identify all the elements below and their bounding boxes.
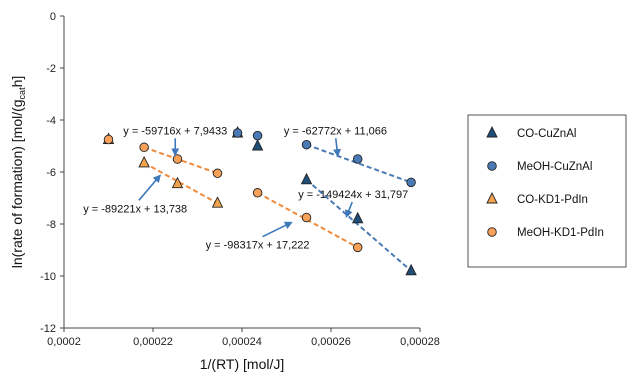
x-axis-title: 1/(RT) [mol/J] xyxy=(200,356,285,372)
data-point xyxy=(352,242,363,253)
legend-marker xyxy=(487,161,497,171)
data-point xyxy=(352,154,363,164)
legend-label: CO-CuZnAl xyxy=(517,128,576,140)
y-tick-label: -2 xyxy=(46,63,56,75)
legend-marker xyxy=(487,227,497,237)
annotation-arrow xyxy=(262,221,293,238)
data-point xyxy=(172,154,183,164)
trendline-equation: y = -98317x + 17,222 xyxy=(206,240,310,252)
y-axis-title-tail: h] xyxy=(9,76,25,88)
series-co-kd1-pdin xyxy=(102,132,224,208)
x-tick-label: 0,00026 xyxy=(311,336,351,348)
trendline xyxy=(305,179,412,272)
annotation-arrow xyxy=(333,138,341,158)
data-point xyxy=(301,139,312,150)
y-tick-label: -8 xyxy=(46,219,56,231)
data-point xyxy=(211,196,224,208)
plot-area: 0 -2 -4 -6 -8 -10 -120,0002 0,00022 0,00024 0,000… xyxy=(40,11,440,348)
data-point xyxy=(252,130,263,141)
x-tick-label: 0,00028 xyxy=(400,336,440,348)
trendline xyxy=(306,143,412,184)
data-point xyxy=(251,138,264,151)
legend-item: MeOH-CuZnAl xyxy=(487,161,592,173)
y-tick-label: -12 xyxy=(40,323,56,335)
legend-box xyxy=(467,114,627,268)
trendline-equation: y = -59716x + 7,9433 xyxy=(123,125,227,137)
legend-label: CO-KD1-PdIn xyxy=(517,194,588,206)
data-point xyxy=(252,188,263,198)
series-meoh-cuznal xyxy=(232,128,416,188)
y-tick-label: 0 xyxy=(50,11,56,23)
y-axis-title-subscript: cat xyxy=(17,87,27,100)
data-point xyxy=(405,263,417,276)
data-point xyxy=(232,128,243,138)
x-tick-label: 0,0002 xyxy=(47,336,81,348)
y-tick-label: -6 xyxy=(46,167,56,179)
y-axis-title: ln(rate of formation) [mol/(gcath] xyxy=(9,76,27,269)
data-point xyxy=(301,212,312,223)
series-meoh-kd1-pdin xyxy=(103,134,363,253)
legend-item: CO-KD1-PdIn xyxy=(486,191,588,206)
legend-label: MeOH-CuZnAl xyxy=(517,161,592,173)
legend: CO-CuZnAl MeOH-CuZnAl CO-KD1-PdIn MeOH-KD1-… xyxy=(467,114,627,268)
annotation-arrow xyxy=(345,201,353,219)
y-tick-label: -4 xyxy=(46,115,56,127)
x-tick-label: 0,00022 xyxy=(133,336,173,348)
legend-marker xyxy=(486,191,498,204)
data-point xyxy=(406,177,416,188)
legend-item: CO-CuZnAl xyxy=(486,125,576,140)
legend-marker xyxy=(486,125,498,138)
data-point xyxy=(138,155,150,168)
legend-item: MeOH-KD1-PdIn xyxy=(487,227,604,239)
trendline-equation: y = -89221x + 13,738 xyxy=(83,203,187,215)
data-point xyxy=(171,176,184,189)
data-point xyxy=(212,168,223,179)
data-point xyxy=(351,211,364,224)
data-point xyxy=(300,172,313,185)
y-tick-label: -10 xyxy=(40,271,56,283)
legend-label: MeOH-KD1-PdIn xyxy=(517,227,604,239)
annotation-arrow xyxy=(138,174,161,201)
trendline-equation: y = -149424x + 31,797 xyxy=(298,189,408,201)
x-tick-label: 0,00024 xyxy=(222,336,262,348)
data-point xyxy=(139,142,149,153)
trendline xyxy=(143,162,219,205)
data-point xyxy=(103,134,114,145)
trendline-equation: y = -62772x + 11,066 xyxy=(284,125,387,137)
trendline xyxy=(143,146,218,175)
y-axis-title-main: ln(rate of formation) [mol/(g xyxy=(9,99,25,268)
